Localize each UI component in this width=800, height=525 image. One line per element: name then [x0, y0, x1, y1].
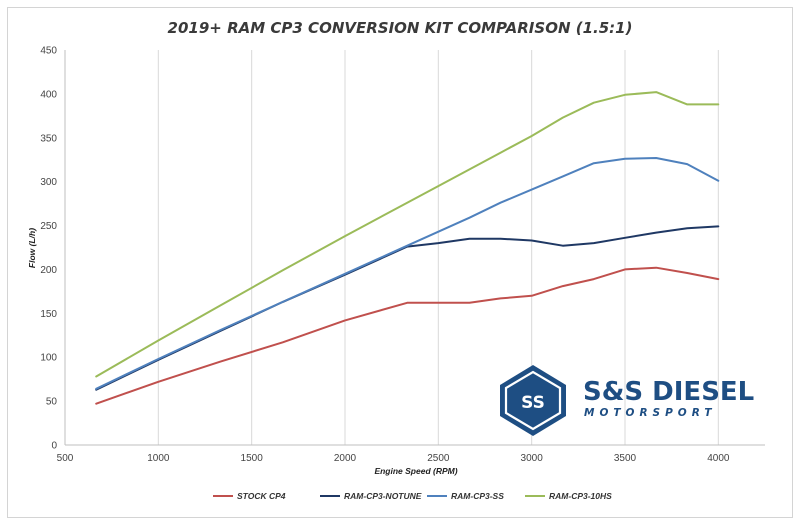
y-tick-label: 400 — [40, 89, 57, 100]
x-tick-label: 2500 — [427, 453, 450, 464]
logo-shield-inner-icon — [504, 370, 562, 431]
axis-layer: 500 1000 1500 2000 2500 3000 3500 4000 0 50 100 150… — [40, 46, 765, 464]
grid-layer — [157, 50, 719, 445]
y-tick-label: 100 — [40, 353, 57, 364]
y-tick-label: 350 — [40, 133, 57, 144]
sands-diesel-logo: SS S&S DIESEL MOTORSPORT — [500, 365, 754, 436]
x-tick-label: 4000 — [707, 453, 730, 464]
legend-label-stock-cp4: STOCK CP4 — [237, 491, 286, 501]
logo-tagline: MOTORSPORT — [584, 407, 717, 419]
y-tick-label: 300 — [40, 177, 57, 188]
chart-title: 2019+ RAM CP3 CONVERSION KIT COMPARISON … — [167, 19, 633, 37]
chart-frame — [7, 7, 793, 518]
x-tick-label: 3000 — [521, 453, 544, 464]
y-tick-label: 200 — [40, 265, 57, 276]
series-layer — [95, 91, 720, 405]
series-line-ram-cp3-ss — [95, 157, 720, 390]
y-axis-label: Flow (L/h) — [27, 228, 37, 268]
x-tick-label: 500 — [57, 453, 74, 464]
legend-label-ram-cp3-10hs: RAM-CP3-10HS — [549, 491, 612, 501]
series-line-stock-cp4 — [95, 266, 720, 405]
y-tick-label: 0 — [51, 441, 57, 452]
legend-label-ram-cp3-notune: RAM-CP3-NOTUNE — [344, 491, 422, 501]
y-tick-label: 250 — [40, 221, 57, 232]
logo-name: S&S DIESEL — [583, 377, 754, 407]
legend: STOCK CP4 RAM-CP3-NOTUNE RAM-CP3-SS RAM-CP3… — [213, 491, 612, 501]
x-tick-label: 1500 — [241, 453, 264, 464]
y-tick-label: 150 — [40, 309, 57, 320]
x-tick-label: 1000 — [147, 453, 170, 464]
logo-monogram: SS — [521, 393, 545, 413]
y-tick-label: 450 — [40, 46, 57, 57]
x-tick-label: 2000 — [334, 453, 357, 464]
x-tick-label: 3500 — [614, 453, 637, 464]
legend-label-ram-cp3-ss: RAM-CP3-SS — [451, 491, 504, 501]
series-line-ram-cp3-10hs — [95, 91, 720, 378]
x-axis-label: Engine Speed (RPM) — [374, 466, 457, 476]
y-tick-label: 50 — [46, 397, 58, 408]
